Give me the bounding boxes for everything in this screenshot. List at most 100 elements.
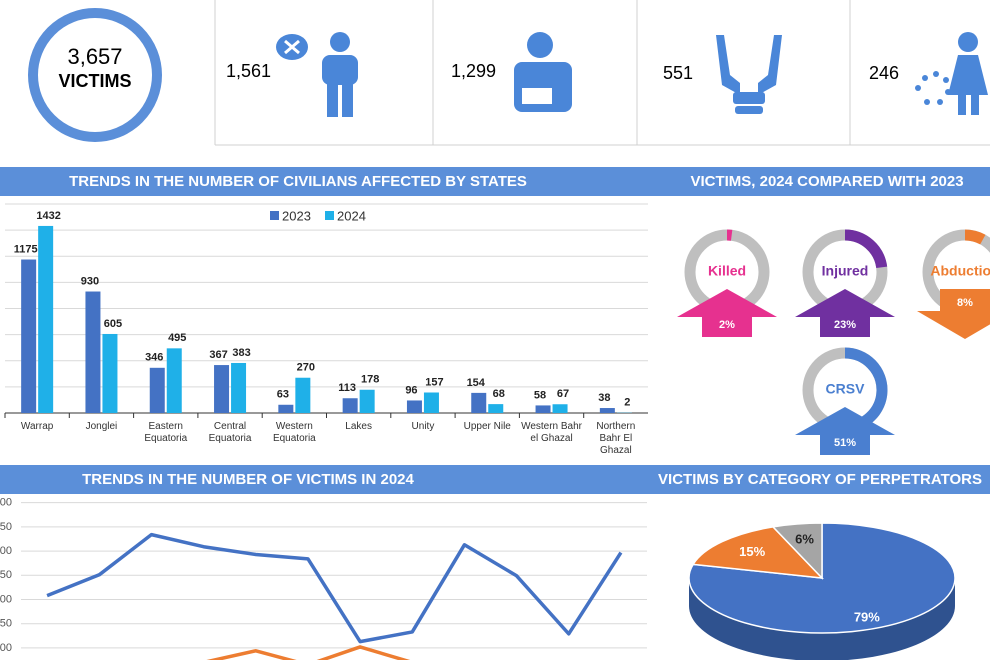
total-value: 3,657 [67, 44, 122, 69]
gauge-arrow [917, 289, 990, 339]
bar [231, 362, 247, 413]
icon-killed [276, 32, 358, 117]
gauge-label: CRSV [826, 381, 866, 397]
bar [359, 389, 375, 413]
line-series [206, 645, 411, 660]
gauge-value: 8% [957, 297, 973, 309]
x-tick-label: Unity [411, 421, 435, 432]
section-band [0, 465, 990, 494]
icon-abducted [716, 35, 782, 114]
y-tick-label: 300 [0, 545, 12, 557]
value-label: 930 [81, 275, 99, 287]
value-label: 178 [361, 374, 379, 386]
pie-title: VICTIMS BY CATEGORY OF PERPETRATORS [658, 471, 982, 488]
gauge-arc [964, 229, 986, 245]
bar [423, 392, 439, 413]
gauge-label: Injured [822, 263, 869, 279]
pie-label: 79% [854, 609, 880, 624]
bar [214, 365, 230, 413]
total-ring [28, 8, 162, 142]
y-tick-label: 200 [0, 593, 12, 605]
bar [406, 400, 422, 413]
section-band [0, 167, 990, 196]
x-tick-label: Central Equatoria [208, 421, 252, 444]
bar [85, 291, 101, 413]
value-label: 2 [624, 397, 630, 409]
bar [552, 404, 568, 413]
gauge-label: Abduction [930, 263, 990, 279]
bar [102, 333, 118, 413]
bar [149, 367, 165, 413]
x-tick-label: Lakes [345, 421, 372, 432]
legend-label: 2023 [282, 208, 311, 223]
gauge-value: 2% [719, 319, 735, 331]
value-label: 68 [493, 388, 505, 400]
y-tick-label: 350 [0, 521, 12, 533]
value-label: 495 [168, 332, 186, 344]
x-tick-label: Eastern Equatoria [144, 421, 188, 444]
bar [342, 398, 358, 413]
icon-injured [514, 32, 572, 112]
y-tick-label: 100 [0, 642, 12, 654]
dividers [214, 0, 990, 146]
bar [166, 348, 182, 413]
pie-slice [691, 526, 824, 579]
y-tick-label: 250 [0, 569, 12, 581]
line-title: TRENDS IN THE NUMBER OF VICTIMS IN 2024 [82, 471, 414, 488]
value-label: 1175 [14, 243, 38, 255]
value-label: 67 [557, 388, 569, 400]
x-tick-label: Jonglei [85, 421, 118, 432]
value-label: 113 [338, 382, 356, 394]
gauge-label: Killed [708, 263, 746, 279]
pie-label: 15% [739, 544, 765, 559]
pie-side [689, 578, 955, 660]
value-label: 58 [534, 389, 546, 401]
legend-swatch [270, 211, 279, 220]
pie-label: 6% [795, 532, 814, 547]
bar [295, 377, 311, 413]
legend-swatch [325, 211, 334, 220]
value-label: 270 [297, 362, 315, 374]
x-tick-label: Western Bahr el Ghazal [521, 421, 583, 444]
gauge-arrow [795, 407, 895, 455]
value-label: 367 [209, 349, 227, 361]
bar [471, 392, 487, 413]
x-tick-label: Upper Nile [463, 421, 511, 432]
bar [38, 225, 54, 413]
value-label: 96 [405, 384, 417, 396]
gauge-arrow [677, 289, 777, 337]
bar [278, 404, 294, 413]
value-label: 63 [277, 389, 289, 401]
stat-killed: 1,561 [226, 61, 271, 81]
y-tick-label: 400 [0, 497, 12, 509]
gauge-arrow [795, 289, 895, 337]
bar [21, 259, 37, 413]
value-label: 1432 [36, 210, 60, 222]
value-label: 38 [598, 392, 610, 404]
x-tick-label: Northern Bahr El Ghazal [596, 421, 636, 456]
stat-injured: 1,299 [451, 61, 496, 81]
value-label: 605 [104, 318, 122, 330]
y-tick-label: 150 [0, 618, 12, 630]
stat-crsv: 246 [869, 63, 899, 83]
bar [535, 405, 551, 413]
stat-abducted: 551 [663, 63, 693, 83]
gauge-value: 51% [834, 437, 856, 449]
icon-crsv [915, 32, 988, 115]
line-series [46, 532, 623, 644]
value-label: 346 [145, 352, 163, 364]
legend-label: 2024 [337, 208, 366, 223]
value-label: 157 [425, 376, 443, 388]
total-label: VICTIMS [58, 71, 131, 91]
value-label: 383 [232, 347, 250, 359]
x-tick-label: Warrap [20, 421, 54, 432]
pie-slice [771, 522, 823, 580]
bar-title: TRENDS IN THE NUMBER OF CIVILIANS AFFECT… [69, 173, 527, 190]
gauge-arc [844, 229, 888, 269]
gauge-title: VICTIMS, 2024 COMPARED WITH 2023 [690, 173, 963, 190]
bar [599, 408, 615, 413]
value-label: 154 [467, 377, 486, 389]
x-tick-label: Western Equatoria [272, 421, 316, 444]
